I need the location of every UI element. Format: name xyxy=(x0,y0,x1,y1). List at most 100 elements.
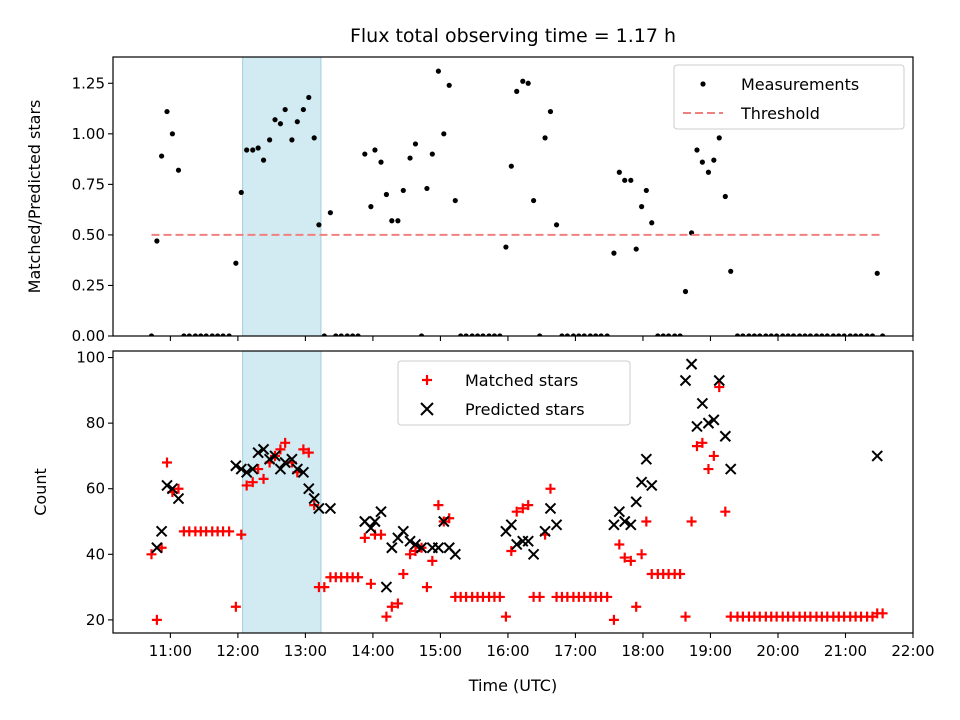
measurements-point xyxy=(412,141,419,147)
shaded-span xyxy=(242,350,322,634)
matched-stars-point xyxy=(398,568,409,579)
measurements-point xyxy=(192,333,198,336)
predicted-stars-point xyxy=(161,479,173,492)
predicted-stars-point xyxy=(308,492,320,505)
predicted-stars-point xyxy=(449,548,461,561)
measurements-point xyxy=(181,333,187,336)
measurements-point xyxy=(272,117,278,123)
matched-stars-point xyxy=(151,614,162,625)
y-tick-label: 0.50 xyxy=(72,226,105,244)
y-tick-label: 0.75 xyxy=(72,175,105,193)
predicted-stars-point xyxy=(404,535,416,547)
predicted-stars-point xyxy=(303,483,315,495)
measurements-point xyxy=(666,333,672,336)
legend-marker xyxy=(700,81,706,87)
measurements-point xyxy=(480,333,486,336)
measurements-point xyxy=(655,333,661,336)
x-tick-label: 22:00 xyxy=(891,642,934,660)
matched-stars-point xyxy=(680,611,691,622)
measurements-point xyxy=(255,145,261,151)
x-axis-label: Time (UTC) xyxy=(468,676,557,695)
measurements-point xyxy=(864,333,870,336)
x-tick-label: 21:00 xyxy=(824,642,867,660)
predicted-stars-point xyxy=(511,538,523,551)
matched-stars-point xyxy=(636,549,647,560)
y-tick-label: 20 xyxy=(86,611,105,629)
predicted-stars-point xyxy=(369,515,381,528)
measurements-point xyxy=(294,119,300,125)
measurements-point xyxy=(813,333,820,336)
matched-stars-point xyxy=(641,516,652,527)
matched-stars-point xyxy=(602,591,613,602)
y-tick-label: 100 xyxy=(76,349,105,367)
measurements-point xyxy=(355,333,361,336)
y-tick-label: 40 xyxy=(86,545,105,563)
measurements-point xyxy=(368,204,374,210)
x-tick-label: 12:00 xyxy=(216,642,259,660)
matched-stars-point xyxy=(224,526,235,537)
legend-box xyxy=(397,360,631,426)
x-tick-label: 17:00 xyxy=(554,642,597,660)
measurements-point xyxy=(333,333,339,336)
measurements-point xyxy=(198,333,204,336)
x-tick-label: 20:00 xyxy=(756,642,799,660)
measurements-point xyxy=(220,333,226,336)
measurements-point xyxy=(491,333,498,336)
predicted-stars-point xyxy=(324,502,337,515)
measurements-point xyxy=(542,135,548,141)
axes-frame xyxy=(112,56,914,337)
plot-area xyxy=(146,358,888,625)
predicted-stars-point xyxy=(550,519,563,531)
measurements-point xyxy=(841,333,847,336)
predicted-stars-point xyxy=(505,519,518,531)
x-tick-label: 14:00 xyxy=(351,642,394,660)
predicted-stars-point xyxy=(539,525,551,538)
measurements-point xyxy=(576,333,582,336)
measurements-point xyxy=(306,94,312,101)
measurements-point xyxy=(148,333,155,336)
measurements-point xyxy=(705,169,712,175)
matched-stars-point xyxy=(386,601,397,612)
y-axis-label: Count xyxy=(31,468,50,516)
predicted-stars-point xyxy=(274,463,287,475)
measurements-point xyxy=(164,108,170,115)
matched-stars-point xyxy=(691,441,702,452)
matched-stars-point xyxy=(534,591,545,602)
measurements-point xyxy=(250,147,256,153)
measurements-point xyxy=(722,193,728,200)
measurements-point xyxy=(321,333,327,336)
matched-stars-point xyxy=(230,601,241,612)
measurements-point xyxy=(435,68,442,74)
predicted-stars-point xyxy=(247,463,259,475)
matched-stars-point xyxy=(545,483,556,494)
x-tick-label: 19:00 xyxy=(689,642,732,660)
measurements-point xyxy=(587,333,593,336)
measurements-point xyxy=(757,333,763,336)
measurements-point xyxy=(209,333,215,336)
matched-stars-point xyxy=(162,457,173,468)
measurements-point xyxy=(159,153,165,159)
measurements-point xyxy=(699,159,705,165)
predicted-stars-point xyxy=(725,463,737,475)
predicted-stars-point xyxy=(613,505,626,518)
predicted-stars-point xyxy=(691,420,703,433)
predicted-stars-point xyxy=(685,358,698,370)
measurements-point xyxy=(338,333,344,336)
predicted-stars-point xyxy=(527,548,540,561)
predicted-stars-point xyxy=(365,522,377,534)
matched-stars-point xyxy=(625,555,636,566)
predicted-stars-point xyxy=(713,374,725,387)
measurements-point xyxy=(593,333,599,336)
measurements-point xyxy=(836,333,842,336)
measurements-point xyxy=(537,333,543,336)
measurements-point xyxy=(154,238,160,244)
measurements-point xyxy=(716,135,722,141)
measurements-point xyxy=(639,204,645,210)
measurements-point xyxy=(452,197,458,204)
predicted-stars-point xyxy=(619,515,631,528)
predicted-stars-point xyxy=(679,374,692,387)
measurements-point xyxy=(316,222,322,228)
measurements-point xyxy=(311,135,317,141)
matched-stars-point xyxy=(392,598,403,609)
